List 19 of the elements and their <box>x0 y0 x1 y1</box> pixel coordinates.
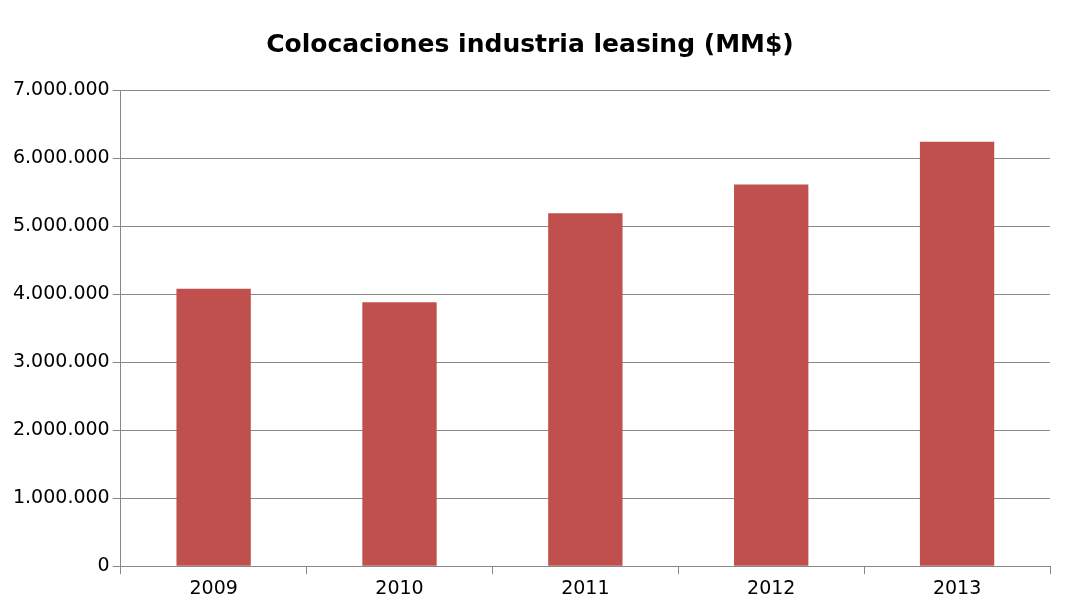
bar <box>734 184 809 566</box>
y-tick-label: 5.000.000 <box>12 212 110 235</box>
x-tick-label: 2012 <box>747 575 796 598</box>
y-tick-label: 0 <box>97 553 110 576</box>
y-tick-label: 1.000.000 <box>12 485 110 508</box>
x-tick-label: 2011 <box>561 575 610 598</box>
bar <box>362 302 437 566</box>
y-tick-label: 6.000.000 <box>12 144 110 167</box>
x-tick-label: 2009 <box>189 575 238 598</box>
bar <box>919 141 995 566</box>
y-tick-label: 4.000.000 <box>12 281 110 304</box>
bar <box>176 288 251 566</box>
chart-title: Colocaciones industria leasing (MM$) <box>266 28 794 58</box>
y-tick-label: 2.000.000 <box>12 417 110 440</box>
y-tick-label: 7.000.000 <box>12 76 110 99</box>
y-tick-label: 3.000.000 <box>12 349 110 372</box>
x-tick-label: 2010 <box>375 575 424 598</box>
x-tick-label: 2013 <box>932 575 982 598</box>
bar <box>548 213 623 566</box>
